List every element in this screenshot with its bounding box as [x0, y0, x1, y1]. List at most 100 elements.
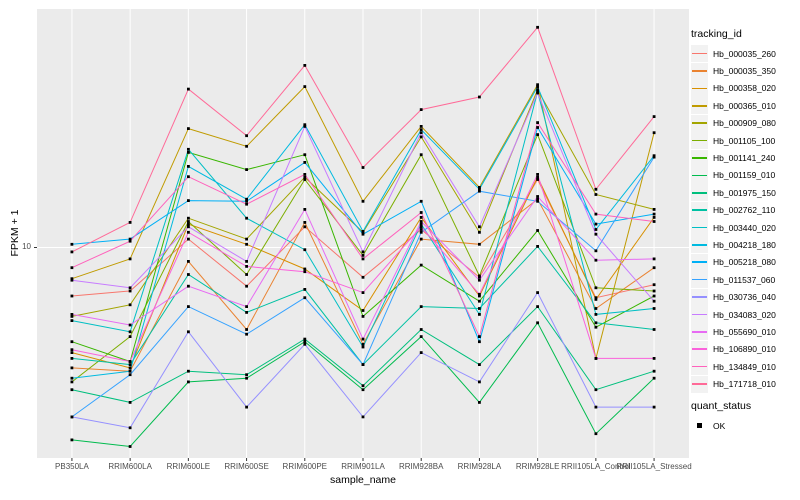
x-tick-label: RRII105LA_Control — [561, 462, 631, 471]
x-tick-label: PB350LA — [55, 462, 89, 471]
data-point — [70, 340, 74, 344]
data-point — [303, 221, 307, 224]
data-point — [419, 328, 423, 331]
data-point — [652, 155, 656, 159]
legend-key-line — [692, 226, 707, 229]
data-point — [419, 237, 423, 241]
data-point — [128, 363, 132, 366]
legend-item: Hb_000365_010 — [691, 97, 799, 115]
data-point — [536, 88, 539, 91]
data-point — [128, 289, 132, 293]
legend-item: Hb_005218_080 — [691, 253, 799, 271]
legend-key-icon — [691, 114, 708, 132]
data-point — [594, 296, 598, 300]
data-point — [536, 197, 539, 201]
data-point — [303, 340, 307, 344]
data-point — [419, 222, 423, 226]
data-point — [419, 230, 423, 234]
data-point — [303, 175, 307, 179]
data-point — [128, 369, 132, 373]
data-point — [536, 173, 539, 176]
legend-key-icon — [691, 219, 708, 237]
legend-label: Hb_001975_150 — [713, 187, 776, 198]
data-point — [536, 25, 539, 29]
data-point — [245, 237, 248, 241]
data-point — [594, 313, 598, 316]
y-tick-label: 10 — [22, 242, 31, 251]
data-point — [128, 335, 132, 338]
data-point — [128, 239, 132, 243]
data-point — [361, 257, 365, 261]
data-point — [245, 328, 248, 331]
legend-item: Hb_001975_150 — [691, 184, 799, 202]
legend-item: Hb_134849_010 — [691, 358, 799, 376]
data-point — [594, 193, 598, 196]
legend-key-line — [692, 313, 707, 316]
data-point — [419, 128, 423, 132]
data-point — [594, 228, 598, 231]
legend-item: Hb_030736_040 — [691, 288, 799, 306]
legend-item: Hb_000358_020 — [691, 79, 799, 97]
legend-item: Hb_000035_350 — [691, 62, 799, 80]
x-tick-label: RRIM600LE — [167, 462, 211, 471]
legend-key-icon — [691, 271, 708, 289]
legend-key-icon — [691, 79, 708, 97]
legend-key-line — [692, 87, 707, 90]
legend-key-icon — [691, 358, 708, 376]
legend-key-icon — [691, 306, 708, 324]
legend-label: Hb_000035_350 — [713, 66, 776, 77]
legend-key-icon — [691, 201, 708, 219]
data-point — [652, 131, 656, 135]
legend-label: Hb_001141_240 — [713, 153, 776, 164]
data-point — [419, 153, 423, 157]
data-point — [536, 321, 539, 325]
data-point — [128, 286, 132, 290]
legend-item: Hb_000035_260 — [691, 45, 799, 63]
data-point — [536, 126, 539, 129]
data-point — [187, 151, 190, 154]
data-point — [478, 274, 481, 278]
data-point — [303, 270, 307, 274]
data-point — [70, 380, 74, 384]
data-point — [419, 263, 423, 267]
legend-label: Hb_004218_180 — [713, 239, 776, 250]
legend-key-icon — [691, 288, 708, 306]
x-tick-label: RRIM600PE — [283, 462, 327, 471]
data-point — [187, 165, 190, 168]
data-point — [419, 108, 423, 111]
data-point — [303, 225, 307, 229]
data-point — [478, 186, 481, 189]
data-point — [536, 305, 539, 308]
data-point — [419, 125, 423, 128]
data-point — [128, 323, 132, 327]
data-point — [70, 319, 74, 322]
data-point — [652, 376, 656, 380]
data-point — [70, 438, 74, 442]
legend-key-line — [692, 365, 707, 368]
data-point — [128, 366, 132, 370]
legend-key-line — [692, 122, 707, 124]
data-point — [245, 168, 248, 171]
data-point — [652, 220, 656, 223]
legend-key-line — [692, 52, 707, 55]
data-point — [245, 144, 248, 148]
data-point — [128, 360, 132, 363]
data-point — [594, 222, 598, 226]
legend-title: tracking_id — [691, 28, 742, 40]
legend-key-line — [692, 157, 707, 159]
legend-key-icon — [691, 236, 708, 254]
data-point — [361, 345, 365, 349]
legend-label: Hb_000365_010 — [713, 100, 776, 111]
data-point — [70, 357, 74, 360]
legend-key-line — [692, 348, 707, 351]
data-point — [361, 230, 365, 233]
data-point — [303, 288, 307, 291]
legend-key-line — [692, 261, 707, 264]
data-point — [652, 405, 656, 409]
legend-key-line — [692, 244, 707, 246]
data-point — [245, 332, 248, 336]
legend-key-icon — [691, 184, 708, 202]
legend-key-line — [692, 174, 707, 177]
data-point — [187, 369, 190, 373]
